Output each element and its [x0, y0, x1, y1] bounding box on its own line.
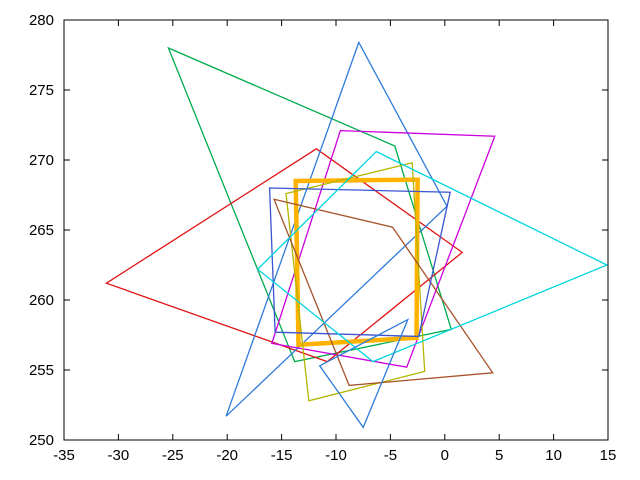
x-axis-tick-label: -30: [108, 447, 130, 464]
x-axis-tick-label: -25: [162, 447, 184, 464]
plot-border: [63, 19, 609, 441]
series-magenta-quad: [270, 129, 496, 368]
series-olive-quad: [285, 161, 426, 402]
x-axis-tick-label: -35: [53, 447, 75, 464]
x-axis-tick-label: -5: [384, 447, 397, 464]
x-axis-tick-label: -20: [216, 447, 238, 464]
x-axis-tick-label: 15: [600, 447, 617, 464]
series-royalblue-quad: [268, 187, 452, 338]
series-blue-triangle-large: [225, 40, 448, 417]
y-axis-tick-label: 280: [29, 12, 54, 29]
y-axis-tick-label: 255: [29, 362, 54, 379]
x-axis-tick-label: -15: [271, 447, 293, 464]
y-axis-tick-label: 250: [29, 432, 54, 449]
x-axis-tick-label: 10: [545, 447, 562, 464]
series-blue-triangle-small: [318, 318, 410, 429]
series-cyan-quad: [256, 150, 609, 363]
y-axis-tick-label: 265: [29, 222, 54, 239]
x-axis-tick-label: -10: [325, 447, 347, 464]
x-axis-tick-label: 5: [495, 447, 503, 464]
x-axis-tick-label: 0: [441, 447, 449, 464]
series-chocolate-quad: [272, 198, 494, 387]
series-orange-rect-thick: [293, 177, 420, 348]
series-green-quad: [167, 46, 453, 363]
y-axis-tick-label: 270: [29, 152, 54, 169]
series-red-quad: [104, 148, 464, 363]
y-axis-tick-label: 260: [29, 292, 54, 309]
y-axis-tick-label: 275: [29, 82, 54, 99]
